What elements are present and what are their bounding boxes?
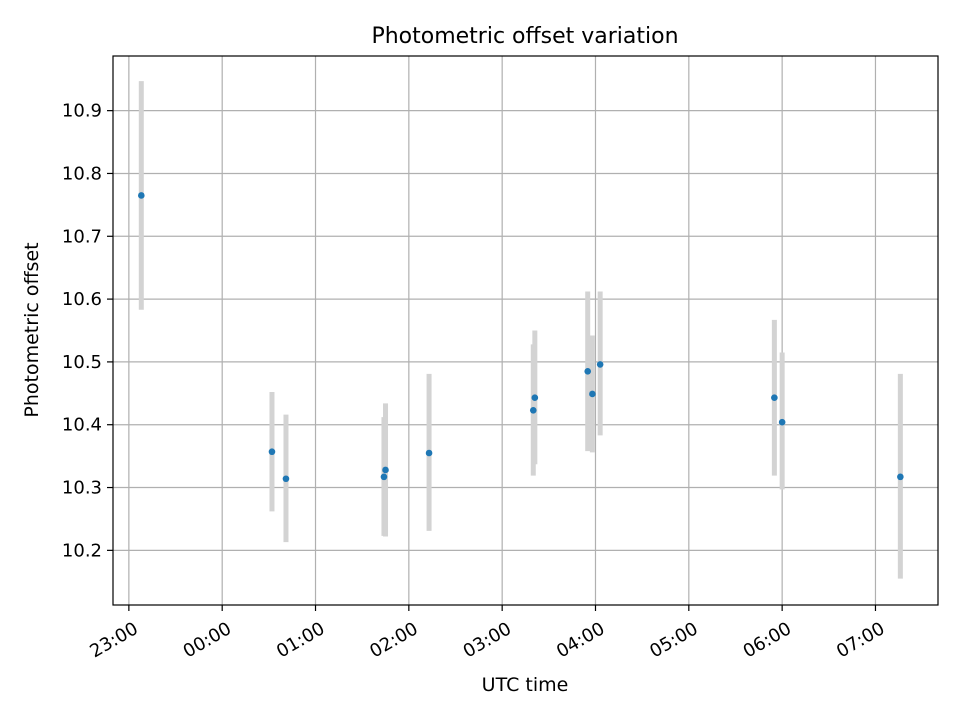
x-axis-ticks: 23:00 00:00 01:00 02:00 03:00 04:00 05:00 06:00… (86, 605, 888, 662)
data-point (897, 473, 904, 481)
x-tick-label: 00:00 (180, 618, 235, 662)
data-point (584, 368, 592, 375)
x-tick-label: 05:00 (646, 618, 701, 662)
error-bars (138, 81, 903, 579)
x-tick-label: 04:00 (553, 618, 608, 662)
data-point (771, 394, 778, 402)
data-point (596, 361, 604, 368)
x-tick-label: 01:00 (273, 618, 328, 662)
data-point (531, 394, 539, 402)
data-point (529, 406, 537, 414)
y-tick-label: 10.2 (62, 540, 102, 561)
y-axis-label: Photometric offset (21, 242, 43, 417)
y-tick-label: 10.5 (62, 352, 102, 373)
x-tick-label: 07:00 (833, 618, 888, 662)
plot-frame (112, 55, 939, 606)
x-tick-label: 23:00 (86, 618, 141, 662)
y-tick-label: 10.6 (62, 289, 102, 310)
data-point (268, 448, 276, 456)
y-tick-label: 10.3 (62, 478, 102, 499)
x-tick-label: 06:00 (740, 618, 795, 662)
data-point (425, 449, 433, 457)
x-axis-label: UTC time (482, 674, 569, 696)
data-point (589, 390, 596, 398)
y-axis-ticks: 10.2 10.3 10.4 10.5 10.6 10.7 10.8 10.9 (62, 101, 113, 561)
data-point (778, 418, 786, 426)
y-tick-label: 10.9 (62, 101, 102, 122)
data-point (138, 192, 145, 199)
x-tick-label: 02:00 (366, 618, 421, 662)
y-tick-label: 10.4 (62, 415, 102, 436)
chart-title: Photometric offset variation (371, 24, 678, 49)
x-tick-label: 03:00 (460, 618, 515, 662)
y-tick-label: 10.8 (62, 163, 102, 184)
grid-lines (113, 56, 938, 605)
data-point (382, 466, 389, 474)
data-points (138, 192, 904, 483)
data-point (282, 475, 290, 483)
y-tick-label: 10.7 (62, 226, 102, 247)
data-point (380, 473, 388, 481)
